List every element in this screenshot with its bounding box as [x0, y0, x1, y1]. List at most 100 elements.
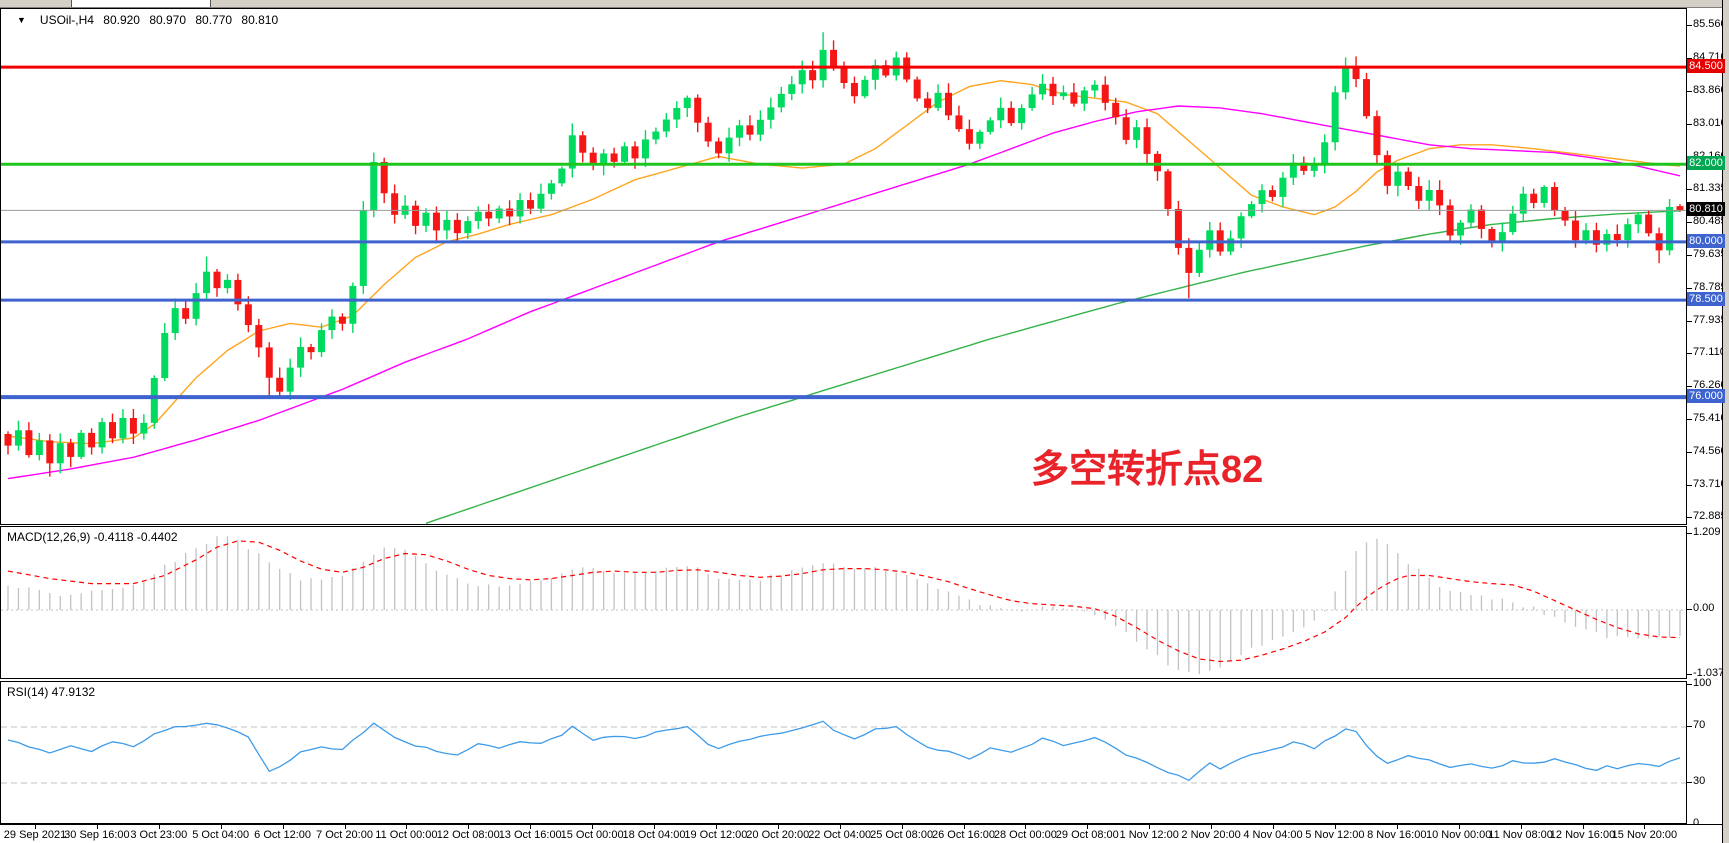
- candle-body: [1206, 230, 1214, 250]
- time-label: 5 Oct 04:00: [192, 829, 250, 841]
- candle-body: [830, 49, 838, 67]
- price-tick-label: 83.860: [1693, 83, 1727, 96]
- candle-body: [631, 146, 639, 159]
- time-tick-dash: [901, 825, 903, 829]
- rsi-indicator-panel[interactable]: RSI(14) 47.9132: [0, 681, 1687, 824]
- candle-body: [871, 65, 879, 80]
- macd-chart-svg[interactable]: [1, 527, 1686, 678]
- candle-body: [1446, 205, 1454, 236]
- candle-body: [1080, 90, 1088, 104]
- rsi-tick-label: 100: [1693, 677, 1712, 689]
- rsi-tick-dash: [1687, 782, 1692, 783]
- candle-body: [171, 308, 179, 334]
- candle-body: [1572, 220, 1579, 241]
- candle-body: [255, 325, 263, 348]
- candle-body: [35, 440, 43, 456]
- price-level-badge: 82.000: [1687, 156, 1725, 171]
- time-tick-dash: [1644, 825, 1646, 829]
- price-level-badge: 80.810: [1687, 202, 1725, 217]
- price-tick-label: 79.635: [1693, 248, 1727, 260]
- time-label: 26 Oct 16:00: [932, 829, 995, 841]
- candle-body: [129, 418, 137, 434]
- candle-body: [746, 125, 754, 135]
- price-tick-label: 72.885: [1693, 510, 1727, 523]
- candle-body: [88, 432, 96, 448]
- time-label: 19 Oct 12:00: [684, 829, 748, 841]
- candle-body: [976, 131, 984, 144]
- time-tick-dash: [220, 825, 222, 829]
- time-label: 20 Oct 20:00: [746, 829, 810, 841]
- candle-body: [1174, 209, 1182, 248]
- rsi-chart-svg[interactable]: [1, 682, 1686, 823]
- time-tick-dash: [1273, 825, 1274, 829]
- price-tick-dash: [1687, 419, 1692, 421]
- candlestick-chart-svg[interactable]: [1, 9, 1686, 524]
- candle-body: [767, 107, 775, 120]
- candle-body: [1352, 66, 1360, 80]
- candle-body: [1592, 230, 1600, 245]
- candle-body: [1561, 210, 1569, 221]
- high-price: 80.970: [149, 13, 187, 27]
- rsi-tick-dash: [1687, 684, 1692, 685]
- candle-body: [955, 115, 963, 130]
- time-tick-dash: [963, 825, 965, 829]
- candle-body: [318, 330, 325, 353]
- candle-body: [495, 208, 503, 219]
- candle-body: [579, 135, 587, 153]
- macd-tick-label: 1.209: [1693, 526, 1721, 539]
- time-axis[interactable]: 29 Sep 2021 30 Sep 16:00 3 Oct 23:00 5 Oct …: [0, 824, 1722, 843]
- price-tick-dash: [1687, 123, 1692, 125]
- candle-body: [422, 212, 430, 226]
- candle-body: [621, 146, 629, 162]
- candle-body: [453, 219, 461, 234]
- candle-body: [1488, 228, 1496, 243]
- candle-body: [652, 131, 660, 140]
- candle-body: [1133, 127, 1141, 140]
- candle-body: [1164, 171, 1172, 210]
- candle-body: [140, 422, 148, 434]
- candle-body: [934, 92, 942, 108]
- chevron-down-icon[interactable]: ▼: [17, 15, 26, 25]
- candle-body: [558, 168, 566, 184]
- time-tick-dash: [530, 825, 532, 829]
- candle-body: [150, 377, 158, 423]
- candle-body: [840, 66, 848, 83]
- macd-indicator-panel[interactable]: MACD(12,26,9) -0.4118 -0.4402: [0, 526, 1687, 679]
- time-label: 4 Nov 04:00: [1243, 829, 1303, 841]
- candle-body: [25, 430, 33, 456]
- macd-tick-dash: [1687, 674, 1692, 676]
- time-label: 11 Oct 00:00: [375, 829, 438, 841]
- candle-body: [662, 119, 670, 132]
- price-tick-dash: [1687, 57, 1692, 59]
- candle-body: [276, 377, 284, 392]
- price-tick-label: 80.485: [1693, 215, 1727, 227]
- candle-body: [1331, 92, 1339, 143]
- price-tick-label: 78.785: [1693, 281, 1727, 293]
- candle-body: [1634, 214, 1642, 225]
- price-tick-label: 77.935: [1693, 314, 1727, 326]
- candle-body: [756, 119, 764, 135]
- time-label: 29 Oct 08:00: [1055, 829, 1119, 841]
- candle-body: [965, 129, 973, 144]
- rsi-tick-label: 30: [1693, 775, 1706, 787]
- candle-body: [641, 139, 649, 159]
- candle-body: [182, 308, 190, 319]
- time-tick-dash: [1458, 825, 1460, 829]
- time-tick-dash: [592, 825, 594, 829]
- time-label: 29 Sep 2021: [3, 829, 67, 841]
- candle-body: [234, 279, 242, 305]
- candle-body: [600, 153, 608, 166]
- candle-body: [1300, 162, 1308, 171]
- rsi-tick-label: 70: [1693, 719, 1706, 731]
- time-tick-dash: [282, 825, 284, 829]
- price-axis[interactable]: 85.56084.71083.86083.01082.16081.33580.4…: [1687, 0, 1729, 843]
- candle-body: [192, 293, 200, 319]
- candle-body: [798, 70, 806, 85]
- time-label: 7 Oct 20:00: [316, 829, 373, 841]
- candle-body: [610, 153, 618, 162]
- main-price-chart-panel[interactable]: ▼ USOil-,H4 80.920 80.970 80.770 80.810 多…: [0, 8, 1687, 525]
- candle-body: [819, 49, 827, 81]
- candle-body: [46, 440, 54, 464]
- price-tick-dash: [1687, 485, 1692, 487]
